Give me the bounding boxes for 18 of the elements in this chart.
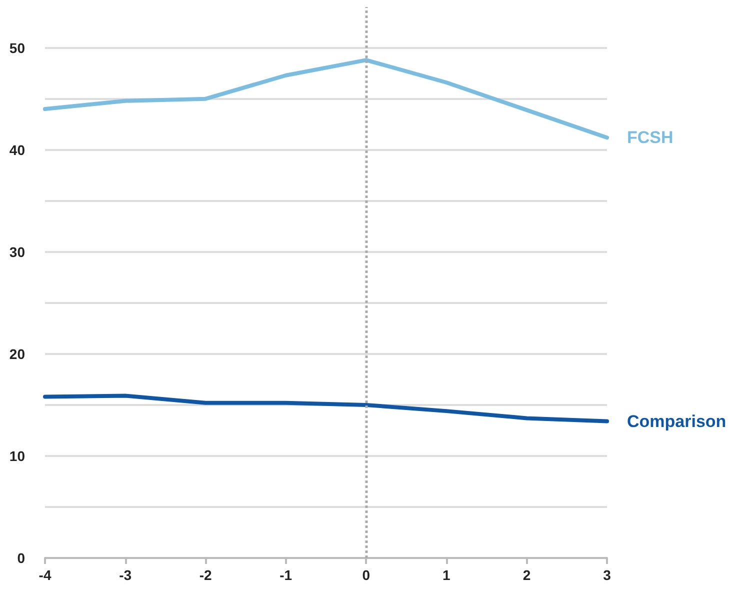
line-series [43, 58, 609, 140]
y-tick-label: 50 [9, 40, 26, 56]
x-tick-label: 0 [362, 567, 370, 583]
x-tick-label: -2 [199, 567, 212, 583]
x-tick-label: -1 [280, 567, 292, 583]
series-label: FCSH [627, 128, 674, 148]
y-tick-label: 20 [9, 346, 26, 362]
line-series [43, 394, 609, 424]
x-tick-label: -4 [38, 567, 52, 583]
y-tick-label: 40 [9, 142, 26, 158]
y-tick-label: 30 [9, 244, 26, 260]
series-label: Comparison [627, 412, 726, 431]
x-tick-label: -3 [119, 567, 132, 583]
x-tick-label: 2 [522, 567, 531, 583]
y-tick-label: 10 [9, 448, 26, 464]
y-tick-label: 0 [17, 550, 26, 566]
x-tick-label: 3 [603, 567, 612, 583]
x-tick-label: 1 [442, 567, 451, 583]
